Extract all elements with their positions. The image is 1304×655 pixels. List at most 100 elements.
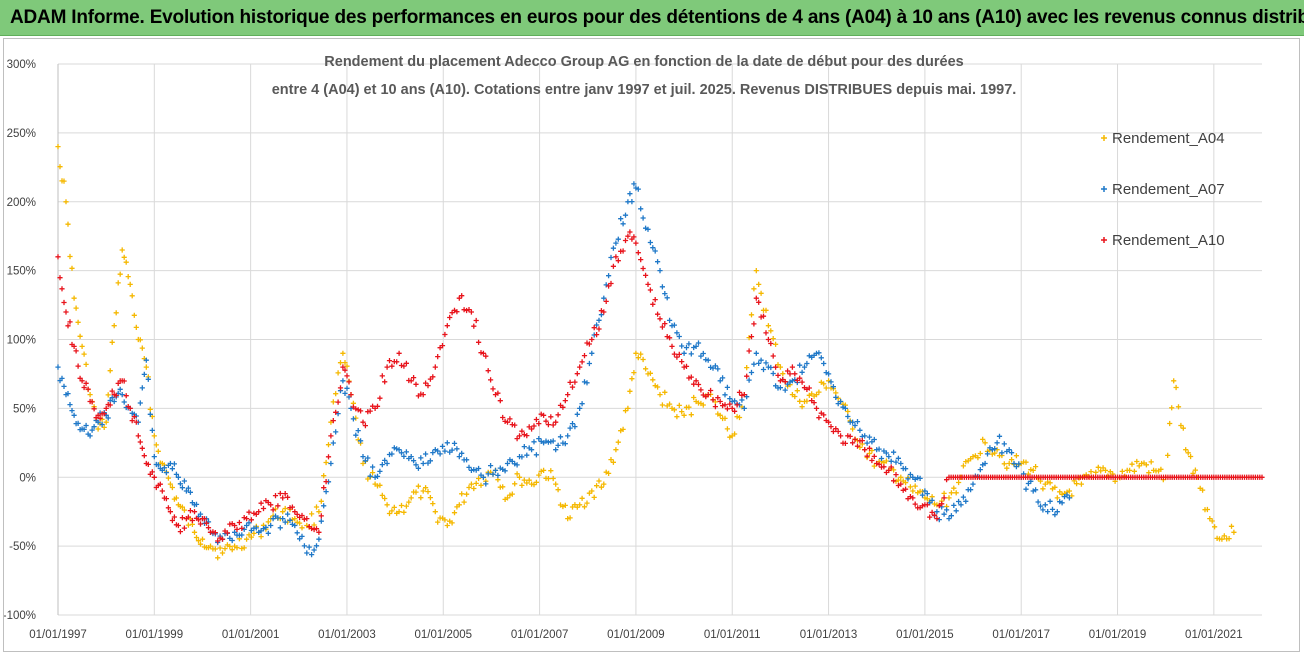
Rendement_A04-point [931, 501, 938, 507]
Rendement_A07-point [282, 519, 288, 525]
Rendement_A07-point [321, 503, 327, 509]
Rendement_A07-point [862, 433, 868, 439]
Rendement_A10-point [471, 323, 477, 329]
Rendement_A10-point [615, 258, 621, 264]
Rendement_A04-point [258, 534, 264, 540]
Rendement_A10-point [342, 367, 348, 373]
Rendement_A07-point [579, 401, 585, 407]
Rendement_A04-point [234, 545, 240, 551]
Rendement_A10-point [729, 405, 735, 411]
Rendement_A07-point [464, 457, 470, 463]
Rendement_A04-point [504, 495, 511, 501]
Rendement_A04-point [212, 546, 218, 552]
Rendement_A07-point [683, 345, 690, 351]
Rendement_A07-point [760, 366, 767, 373]
legend-marker [1101, 135, 1107, 141]
Rendement_A07-point [601, 295, 607, 301]
Rendement_A10-point [589, 336, 595, 343]
Rendement_A04-point [717, 412, 723, 418]
Rendement_A04-point [173, 495, 179, 501]
Rendement_A04-point [565, 516, 571, 522]
Rendement_A07-point [490, 471, 496, 477]
Rendement_A04-point [765, 323, 771, 329]
Rendement_A10-point [454, 309, 460, 315]
Rendement_A07-point [613, 240, 619, 246]
Rendement_A10-point [536, 421, 542, 427]
Rendement_A10-point [285, 494, 291, 500]
Rendement_A07-point [69, 408, 75, 414]
Rendement_A07-point [449, 447, 455, 453]
Rendement_A10-point [625, 233, 631, 239]
Rendement_A10-point [813, 405, 820, 411]
Rendement_A04-point [299, 525, 305, 531]
Rendement_A10-point [321, 485, 327, 491]
Rendement_A10-point [131, 414, 137, 420]
Rendement_A04-point [165, 475, 171, 481]
Rendement_A10-point [299, 512, 305, 519]
Rendement_A07-point [717, 378, 723, 384]
Rendement_A04-point [550, 475, 556, 482]
Rendement_A07-point [553, 447, 559, 453]
Rendement_A10-point [821, 412, 827, 418]
Rendement_A04-point [521, 477, 527, 483]
Rendement_A04-point [509, 491, 515, 497]
Rendement_A07-point [411, 458, 417, 464]
Rendement_A10-point [449, 310, 455, 316]
Rendement_A07-point [179, 485, 185, 491]
Rendement_A04-point [282, 505, 288, 512]
Rendement_A10-point [638, 257, 644, 263]
Rendement_A04-point [681, 412, 687, 418]
Rendement_A07-point [330, 440, 336, 446]
Rendement_A10-point [430, 374, 436, 380]
Rendement_A07-point [866, 434, 873, 440]
Rendement_A04-point [1030, 467, 1036, 473]
Rendement_A07-point [679, 343, 685, 349]
Rendement_A07-point [483, 481, 489, 487]
Rendement_A07-point [495, 472, 501, 478]
Rendement_A07-point [177, 481, 183, 487]
Rendement_A07-point [1033, 487, 1039, 493]
legend-item: Rendement_A04 [1101, 130, 1225, 147]
Rendement_A07-point [119, 392, 125, 398]
Rendement_A07-point [883, 450, 889, 456]
Rendement_A04-point [398, 502, 405, 509]
Rendement_A10-point [268, 502, 274, 508]
Rendement_A07-point [355, 428, 361, 434]
Rendement_A07-point [141, 371, 147, 377]
Rendement_A10-point [280, 495, 286, 501]
Rendement_A10-point [869, 457, 875, 464]
Rendement_A10-point [337, 385, 344, 391]
Rendement_A04-point [105, 392, 111, 398]
Rendement_A04-point [594, 483, 600, 489]
chart-title-line-1: Rendement du placement Adecco Group AG e… [324, 54, 963, 70]
Rendement_A07-point [529, 447, 535, 453]
Rendement_A04-point [657, 392, 663, 398]
Rendement_A04-point [61, 178, 67, 184]
Rendement_A10-point [360, 419, 366, 425]
Rendement_A07-point [55, 364, 61, 370]
Rendement_A10-point [313, 526, 320, 532]
Rendement_A10-point [251, 510, 257, 516]
legend-label: Rendement_A04 [1112, 130, 1225, 147]
Rendement_A04-point [1204, 506, 1210, 513]
Rendement_A10-point [113, 392, 119, 398]
Rendement_A04-point [643, 366, 649, 372]
Rendement_A07-point [287, 517, 293, 523]
Rendement_A10-point [594, 332, 600, 338]
Rendement_A07-point [638, 206, 644, 212]
Rendement_A04-point [753, 268, 759, 274]
Rendement_A04-point [956, 479, 962, 486]
Rendement_A10-point [640, 265, 646, 272]
Rendement_A04-point [79, 343, 85, 349]
Rendement_A07-point [951, 502, 957, 508]
Rendement_A10-point [133, 419, 139, 425]
Rendement_A07-point [647, 239, 653, 246]
Rendement_A07-point [934, 509, 940, 515]
Rendement_A07-point [1052, 512, 1058, 518]
Rendement_A07-point [161, 465, 167, 471]
Rendement_A10-point [760, 313, 767, 319]
Rendement_A10-point [756, 299, 762, 305]
Rendement_A04-point [396, 509, 402, 515]
Rendement_A07-point [1040, 507, 1046, 513]
Rendement_A07-point [567, 425, 573, 431]
